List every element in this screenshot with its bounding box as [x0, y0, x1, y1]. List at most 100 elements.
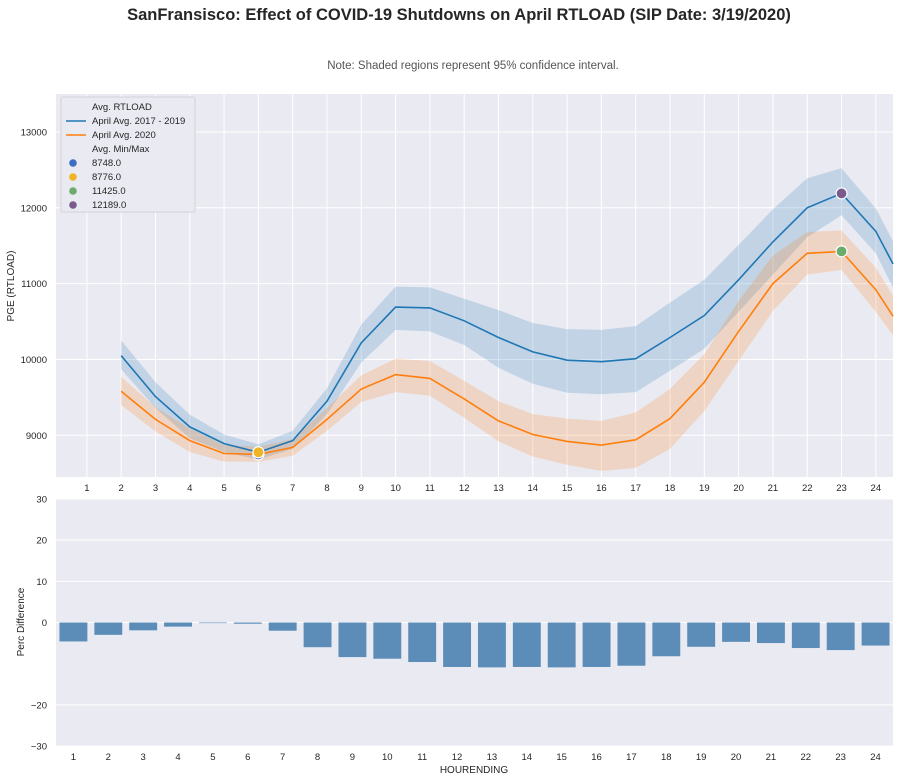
bar-y-tick-label: −30: [31, 742, 47, 753]
line-x-tick-label: 22: [802, 483, 813, 494]
line-x-tick-label: 11: [425, 483, 435, 494]
bar-x-tick-label: 1: [71, 752, 76, 763]
bar-x-tick-label: 13: [487, 752, 498, 763]
bar: [756, 622, 785, 644]
legend-label-2020: April Avg. 2020: [92, 130, 156, 141]
bar-y-tick-label: 10: [36, 577, 47, 588]
line-x-tick-label: 23: [836, 483, 847, 494]
chart-note: Note: Shaded regions represent 95% confi…: [327, 60, 619, 72]
line-y-tick-label: 13000: [21, 127, 47, 138]
bar-x-tick-label: 9: [350, 752, 355, 763]
bar-x-tick-label: 10: [382, 752, 393, 763]
bar-x-tick-label: 15: [556, 752, 567, 763]
line-y-ticks: 9000 10000 11000 12000 13000: [21, 127, 47, 441]
line-x-tick-label: 24: [871, 483, 882, 494]
line-x-tick-label: 4: [187, 483, 192, 494]
bar: [617, 622, 646, 666]
bar: [59, 622, 88, 642]
line-x-tick-label: 19: [699, 483, 710, 494]
line-x-tick-label: 17: [630, 483, 641, 494]
line-x-tick-label: 5: [221, 483, 226, 494]
bar-y-tick-label: 0: [42, 618, 47, 629]
line-x-tick-label: 21: [768, 483, 779, 494]
legend-marker-label: 12189.0: [92, 200, 126, 211]
bar: [826, 622, 855, 651]
bar: [408, 622, 437, 663]
bar-x-tick-label: 14: [522, 752, 533, 763]
chart-title: SanFransisco: Effect of COVID-19 Shutdow…: [127, 6, 791, 24]
bar-x-tick-label: 3: [141, 752, 146, 763]
bar: [233, 622, 262, 624]
bar-x-tick-label: 22: [801, 752, 812, 763]
legend-title: Avg. RTLOAD: [92, 102, 152, 113]
minmax-marker: [835, 245, 848, 258]
bar-x-tick-label: 2: [106, 752, 111, 763]
bar-panel: 1 2 3 4 5 6 7 8 9 10 11 12 13 14 15 16 17 18 19 20 21 22 23 24 …: [16, 495, 893, 776]
legend-marker-label: 8776.0: [92, 172, 121, 183]
legend-marker-label: 8748.0: [92, 158, 121, 169]
line-x-tick-label: 16: [596, 483, 607, 494]
line-x-tick-label: 14: [528, 483, 539, 494]
minmax-markers: [252, 187, 848, 461]
bar-y-ticks: 30 20 10 0 −20 −30: [31, 495, 47, 753]
line-x-tick-label: 18: [665, 483, 676, 494]
bar: [338, 622, 367, 658]
legend-box: [60, 96, 196, 213]
bar-x-tick-label: 19: [696, 752, 707, 763]
bar-x-tick-label: 7: [280, 752, 285, 763]
bar: [512, 622, 541, 667]
bar-gridlines: [56, 498, 893, 747]
bar: [373, 622, 402, 659]
legend-marker-min-2020: [69, 159, 77, 167]
bar-series: [59, 622, 890, 668]
bar-x-tick-label: 16: [591, 752, 602, 763]
line-x-tick-label: 13: [493, 483, 504, 494]
line-y-tick-label: 10000: [21, 355, 47, 366]
legend-marker-min-hist: [69, 173, 77, 181]
bar-x-axis-label: HOURENDING: [440, 765, 509, 776]
line-y-axis-label: PGE (RTLOAD): [6, 251, 17, 322]
bar-x-tick-label: 17: [626, 752, 637, 763]
bar: [652, 622, 681, 657]
line-x-tick-label: 12: [459, 483, 470, 494]
line-x-tick-label: 7: [290, 483, 295, 494]
bar: [94, 622, 123, 635]
bar-y-tick-label: −20: [31, 700, 47, 711]
line-x-tick-label: 3: [153, 483, 158, 494]
line-x-tick-label: 2: [119, 483, 124, 494]
legend-marker-title: Avg. Min/Max: [92, 144, 150, 155]
bar-y-tick-label: 20: [36, 536, 47, 547]
bar-x-tick-label: 11: [417, 752, 427, 763]
line-x-tick-label: 10: [390, 483, 401, 494]
bar-x-tick-label: 8: [315, 752, 320, 763]
minmax-marker: [252, 446, 265, 459]
line-y-tick-label: 9000: [26, 431, 47, 442]
bar: [443, 622, 472, 667]
legend: Avg. RTLOAD April Avg. 2017 - 2019 April…: [60, 96, 196, 213]
bar: [547, 622, 576, 668]
minmax-marker: [835, 187, 848, 200]
line-x-ticks: 1 2 3 4 5 6 7 8 9 10 11 12 13 14 15 16 17 18 19 20 21 22 23 24: [84, 483, 881, 494]
bar: [861, 622, 890, 646]
bar: [791, 622, 820, 649]
confidence-band: [121, 230, 893, 471]
bar-x-tick-label: 6: [245, 752, 250, 763]
bar-x-tick-label: 5: [210, 752, 215, 763]
line-x-tick-label: 1: [84, 483, 89, 494]
bar: [164, 622, 193, 627]
bar: [477, 622, 506, 668]
bar: [722, 622, 751, 642]
bar-x-ticks: 1 2 3 4 5 6 7 8 9 10 11 12 13 14 15 16 17 18 19 20 21 22 23 24: [71, 752, 881, 763]
bar: [198, 622, 227, 624]
line-x-tick-label: 9: [359, 483, 364, 494]
bar-x-tick-label: 4: [175, 752, 180, 763]
legend-marker-max-hist: [69, 201, 77, 209]
bar: [129, 622, 158, 631]
line-x-tick-label: 8: [324, 483, 329, 494]
bar-x-tick-label: 12: [452, 752, 463, 763]
bar: [687, 622, 716, 647]
legend-marker-label: 11425.0: [92, 186, 126, 197]
line-y-tick-label: 11000: [21, 279, 47, 290]
legend-label-hist: April Avg. 2017 - 2019: [92, 116, 185, 127]
line-plot-area: [56, 94, 893, 477]
